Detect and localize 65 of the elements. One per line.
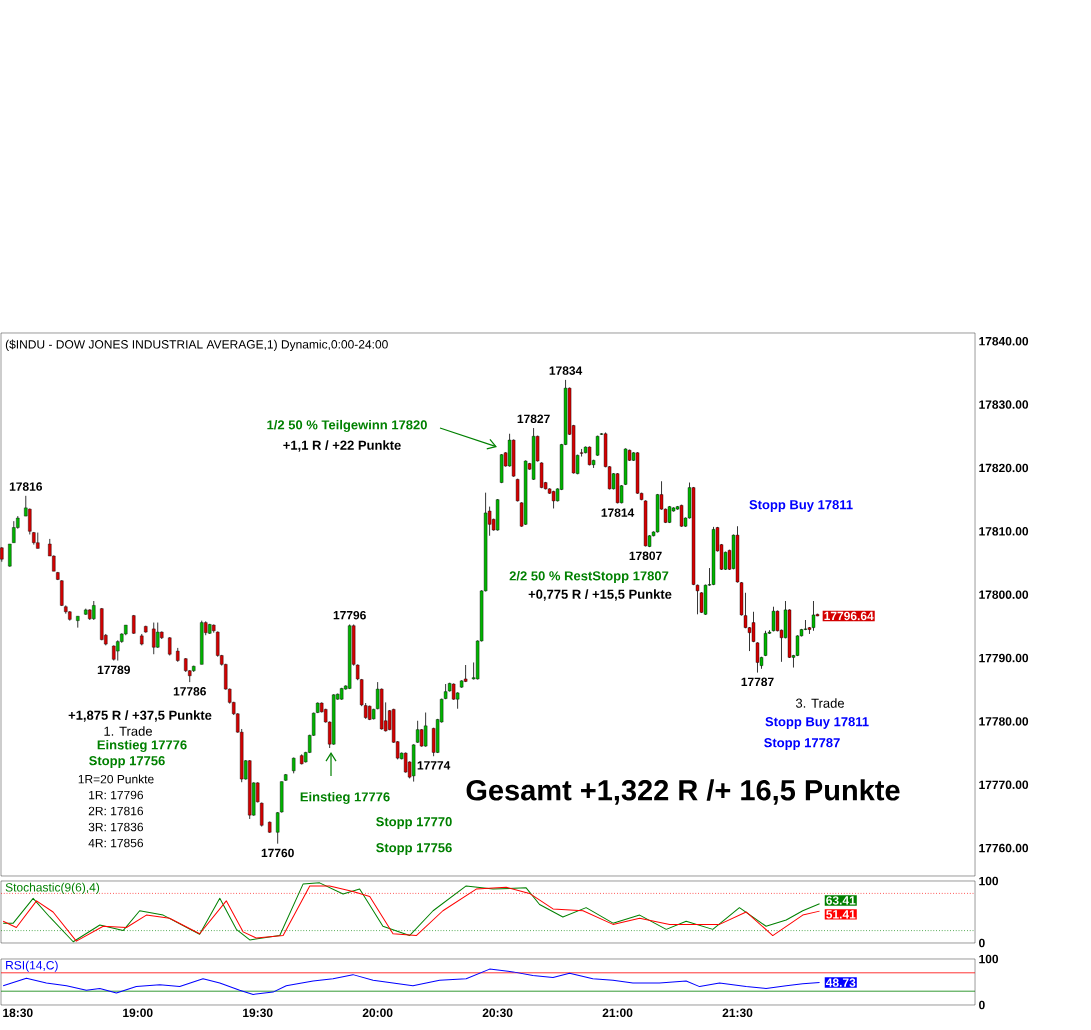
annotation: 17807	[629, 551, 662, 561]
annotation: Gesamt +1,322 R /+ 16,5 Punkte	[466, 779, 900, 805]
annotation: 17827	[517, 414, 550, 424]
annotation: 4R: 17856	[88, 838, 144, 848]
candlestick	[12, 520, 16, 544]
text: 17796.64	[824, 611, 874, 621]
annotation: Stopp 17756	[376, 843, 452, 855]
candlestick	[28, 508, 32, 535]
data-label: 48.73	[825, 978, 856, 987]
annotation: 17774	[417, 761, 451, 770]
y-tick-label: 17830.00	[979, 400, 1029, 409]
x-tick-label: 20:00	[362, 1008, 393, 1018]
x-tick-label: 21:00	[602, 1008, 633, 1018]
annotation: Stopp 17787	[764, 738, 840, 750]
annotation: +1,1 R / +22 Punkte	[283, 440, 401, 452]
candlestick	[156, 622, 160, 649]
candlestick	[8, 543, 12, 568]
annotation: 17834	[549, 366, 583, 375]
x-tick-label: 20:30	[482, 1008, 513, 1018]
annotation: 17814	[601, 508, 635, 517]
x-tick-label: 19:00	[123, 1008, 153, 1018]
annotation: 2R: 17816	[88, 806, 144, 816]
candlestick	[92, 600, 96, 621]
annotation: 17789	[97, 665, 130, 675]
annotation: 17787	[741, 677, 774, 687]
annotation: Stopp Buy 17811	[749, 500, 853, 512]
y-tick-label: 0	[979, 938, 985, 948]
annotation: Einstieg 17776	[97, 739, 187, 753]
annotation: +1,875 R / +37,5 Punkte	[68, 710, 212, 722]
candlestick	[152, 622, 156, 655]
annotation: 1/2 50 % Teilgewinn 17820	[267, 419, 427, 433]
x-tick-label: 21:30	[722, 1008, 753, 1018]
y-tick-label: 17810.00	[979, 527, 1029, 536]
annotation: 17796	[333, 610, 366, 620]
annotation: 1R=20 Punkte	[78, 774, 154, 784]
chart-title: RSI(14,C)	[6, 960, 58, 972]
annotation: 2/2 50 % RestStopp 17807	[509, 570, 669, 584]
annotation: 17786	[173, 687, 206, 696]
y-tick-label: 17770.00	[979, 780, 1029, 789]
annotation: Stopp Buy 17811	[765, 717, 869, 729]
annotation: 3. Trade	[795, 698, 845, 708]
y-tick-label: 17840.00	[979, 336, 1029, 346]
annotation: 1R: 17796	[89, 790, 144, 800]
annotation: 17760	[261, 848, 294, 858]
data-label: 51.41	[826, 910, 856, 919]
annotation: 17816	[9, 482, 43, 491]
y-tick-label: 100	[979, 876, 999, 886]
x-tick-label: 19:30	[243, 1008, 273, 1018]
y-tick-label: 17790.00	[979, 653, 1029, 663]
annotation: Stopp 17770	[376, 817, 452, 829]
y-tick-label: 0	[979, 1000, 985, 1010]
text: ($INDU - DOW JONES INDUSTRIAL AVERAGE,1) Dynamic,0:00-24:00	[5, 339, 388, 351]
y-tick-label: 17800.00	[979, 590, 1029, 599]
data-label: 63.41	[826, 896, 856, 905]
y-tick-label: 17760.00	[979, 843, 1029, 853]
annotation: Einstieg 17776	[300, 791, 390, 805]
x-tick-label: 18:30	[3, 1008, 33, 1018]
chart-title: Stochastic(9(6),4)	[5, 882, 100, 894]
annotation: +0,775 R / +15,5 Punkte	[528, 589, 672, 601]
y-tick-label: 17780.00	[979, 717, 1029, 726]
annotation: 3R: 17836	[88, 822, 144, 832]
annotation: Stopp 17756	[89, 756, 165, 768]
y-tick-label: 17820.00	[979, 463, 1029, 473]
y-tick-label: 100	[979, 954, 999, 964]
annotation: 1. Trade	[104, 726, 152, 736]
